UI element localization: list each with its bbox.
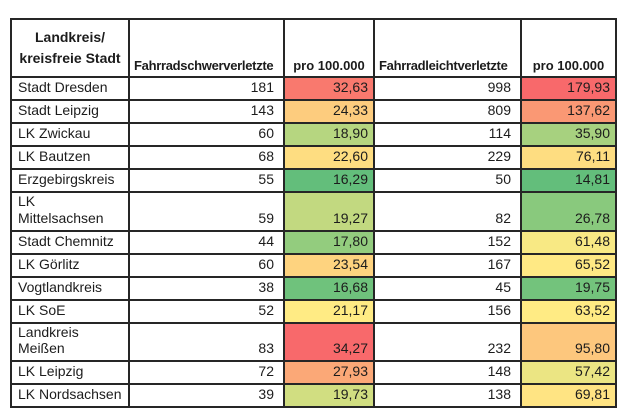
region-name-cell: Stadt Dresden — [10, 76, 130, 101]
region-name-cell: LK Mittelsachsen — [10, 191, 130, 232]
severe-rate-cell: 17,80 — [283, 229, 375, 255]
header-severe-rate: pro 100.000 — [283, 18, 375, 78]
table-row: LK Nordsachsen 39 19,73 138 69,81 — [10, 383, 617, 409]
light-rate-cell: 65,52 — [520, 252, 617, 278]
severe-count-cell: 59 — [128, 191, 285, 232]
table-row: LK Zwickau 60 18,90 114 35,90 — [10, 122, 617, 147]
light-count-cell: 50 — [373, 168, 522, 193]
table-row: Erzgebirgskreis 55 16,29 50 14,81 — [10, 168, 617, 193]
severe-count-cell: 72 — [128, 360, 285, 386]
header-row: Landkreis/ kreisfreie Stadt Fahrradschwe… — [10, 18, 617, 78]
region-name-cell: LK SoE — [10, 298, 130, 324]
severe-rate-cell: 24,33 — [283, 99, 375, 124]
light-count-cell: 45 — [373, 275, 522, 301]
light-rate-cell: 35,90 — [520, 122, 617, 147]
bicycle-injury-table: Landkreis/ kreisfreie Stadt Fahrradschwe… — [10, 18, 617, 409]
table-row: Landkreis Meißen 83 34,27 232 95,80 — [10, 321, 617, 363]
header-light: Fahrradleichtverletzte — [373, 18, 522, 78]
severe-rate-cell: 18,90 — [283, 122, 375, 147]
light-count-cell: 148 — [373, 360, 522, 386]
light-count-cell: 167 — [373, 252, 522, 278]
header-severe: Fahrradschwerverletzte — [128, 18, 285, 78]
light-rate-cell: 61,48 — [520, 229, 617, 255]
severe-rate-cell: 19,73 — [283, 383, 375, 409]
light-rate-cell: 76,11 — [520, 145, 617, 170]
light-count-cell: 156 — [373, 298, 522, 324]
severe-count-cell: 68 — [128, 145, 285, 170]
light-rate-cell: 137,62 — [520, 99, 617, 124]
severe-rate-cell: 27,93 — [283, 360, 375, 386]
light-count-cell: 114 — [373, 122, 522, 147]
light-count-cell: 229 — [373, 145, 522, 170]
table-row: Stadt Dresden 181 32,63 998 179,93 — [10, 76, 617, 101]
light-rate-cell: 19,75 — [520, 275, 617, 301]
severe-rate-cell: 16,68 — [283, 275, 375, 301]
table-row: LK Görlitz 60 23,54 167 65,52 — [10, 252, 617, 278]
severe-count-cell: 44 — [128, 229, 285, 255]
light-rate-cell: 69,81 — [520, 383, 617, 409]
light-rate-cell: 63,52 — [520, 298, 617, 324]
region-name-cell: Stadt Leipzig — [10, 99, 130, 124]
light-rate-cell: 26,78 — [520, 191, 617, 232]
light-count-cell: 998 — [373, 76, 522, 101]
region-name-cell: Landkreis Meißen — [10, 321, 130, 363]
table-row: LK Mittelsachsen 59 19,27 82 26,78 — [10, 191, 617, 232]
table-row: LK Leipzig 72 27,93 148 57,42 — [10, 360, 617, 386]
region-name-cell: LK Bautzen — [10, 145, 130, 170]
severe-count-cell: 181 — [128, 76, 285, 101]
light-count-cell: 152 — [373, 229, 522, 255]
light-rate-cell: 95,80 — [520, 321, 617, 363]
light-count-cell: 138 — [373, 383, 522, 409]
region-name-cell: Erzgebirgskreis — [10, 168, 130, 193]
severe-rate-cell: 16,29 — [283, 168, 375, 193]
region-name-cell: Vogtlandkreis — [10, 275, 130, 301]
severe-count-cell: 60 — [128, 122, 285, 147]
severe-rate-cell: 34,27 — [283, 321, 375, 363]
severe-count-cell: 39 — [128, 383, 285, 409]
severe-rate-cell: 19,27 — [283, 191, 375, 232]
severe-count-cell: 60 — [128, 252, 285, 278]
region-name-cell: LK Görlitz — [10, 252, 130, 278]
region-name-cell: Stadt Chemnitz — [10, 229, 130, 255]
severe-rate-cell: 32,63 — [283, 76, 375, 101]
region-name-cell: LK Leipzig — [10, 360, 130, 386]
header-light-rate: pro 100.000 — [520, 18, 617, 78]
severe-rate-cell: 22,60 — [283, 145, 375, 170]
region-name-cell: LK Zwickau — [10, 122, 130, 147]
light-count-cell: 232 — [373, 321, 522, 363]
table-row: Stadt Chemnitz 44 17,80 152 61,48 — [10, 229, 617, 255]
table-row: LK Bautzen 68 22,60 229 76,11 — [10, 145, 617, 170]
light-count-cell: 809 — [373, 99, 522, 124]
table-row: Stadt Leipzig 143 24,33 809 137,62 — [10, 99, 617, 124]
table-row: Vogtlandkreis 38 16,68 45 19,75 — [10, 275, 617, 301]
table-row: LK SoE 52 21,17 156 63,52 — [10, 298, 617, 324]
severe-count-cell: 52 — [128, 298, 285, 324]
light-rate-cell: 57,42 — [520, 360, 617, 386]
light-rate-cell: 14,81 — [520, 168, 617, 193]
severe-rate-cell: 23,54 — [283, 252, 375, 278]
header-region: Landkreis/ kreisfreie Stadt — [10, 18, 130, 78]
severe-count-cell: 83 — [128, 321, 285, 363]
severe-count-cell: 143 — [128, 99, 285, 124]
severe-count-cell: 55 — [128, 168, 285, 193]
region-name-cell: LK Nordsachsen — [10, 383, 130, 409]
severe-rate-cell: 21,17 — [283, 298, 375, 324]
light-rate-cell: 179,93 — [520, 76, 617, 101]
light-count-cell: 82 — [373, 191, 522, 232]
severe-count-cell: 38 — [128, 275, 285, 301]
